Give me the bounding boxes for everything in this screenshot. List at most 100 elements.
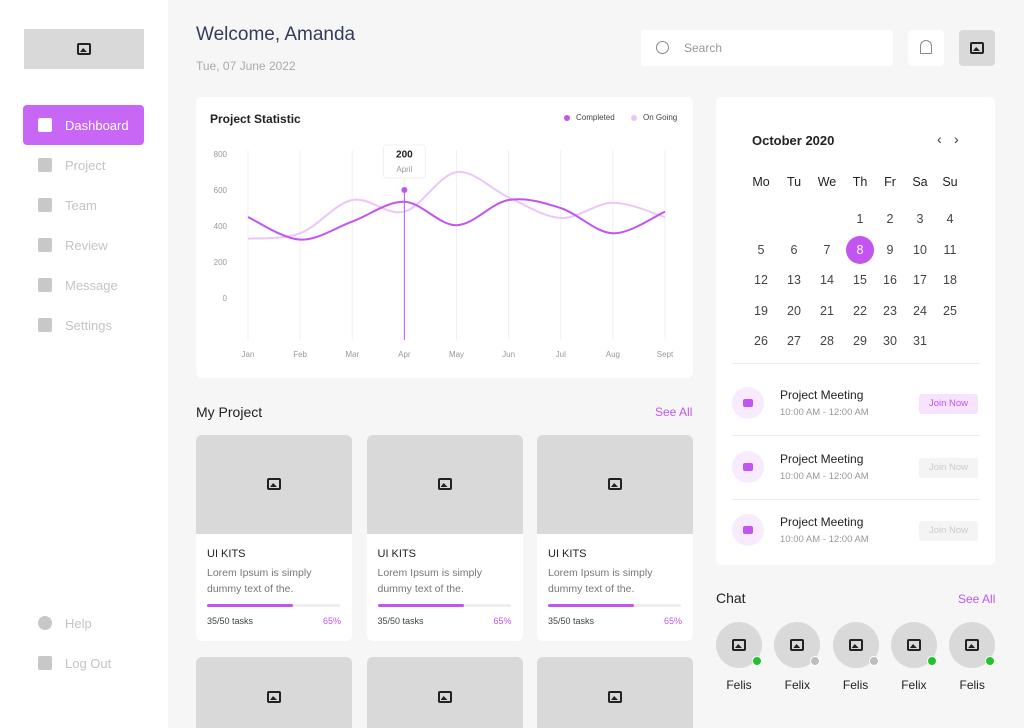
project-percent: 65% xyxy=(493,616,512,626)
nav-label: Help xyxy=(65,616,92,631)
calendar-card: October 2020 ‹ › Mo Tu We Th Fr Sa Su 1 2 3 4 5 6 7 8 9… xyxy=(716,97,995,565)
calendar-day[interactable]: 16 xyxy=(883,273,897,287)
project-card[interactable]: UI KITS Lorem Ipsum is simply dummy text … xyxy=(537,435,693,641)
calendar-day[interactable]: 22 xyxy=(853,303,867,318)
calendar-day[interactable]: 25 xyxy=(943,303,957,318)
chat-name: Felis xyxy=(842,678,869,692)
nav-item[interactable]: Review xyxy=(23,225,144,265)
calendar-day[interactable]: 18 xyxy=(943,273,957,287)
nav-item[interactable]: Help xyxy=(23,603,144,643)
legend-marker xyxy=(564,115,570,121)
project-card[interactable] xyxy=(196,657,352,728)
tooltip-box xyxy=(382,144,426,179)
nav-icon xyxy=(38,158,52,172)
welcome-title: Welcome, Amanda xyxy=(196,24,356,45)
calendar-day[interactable]: 11 xyxy=(943,242,957,257)
bell-icon xyxy=(920,40,932,54)
meeting-title: Project Meeting xyxy=(780,515,864,529)
x-tick-label: Mar xyxy=(345,350,359,359)
logo xyxy=(24,29,144,69)
next-month[interactable]: › xyxy=(954,131,959,147)
legend-label: On Going xyxy=(643,113,677,122)
calendar-day[interactable]: 23 xyxy=(883,303,897,318)
project-card[interactable]: UI KITS Lorem Ipsum is simply dummy text … xyxy=(366,435,523,641)
nav-item[interactable]: Project xyxy=(23,145,144,185)
calendar-day[interactable]: 7 xyxy=(823,242,831,257)
calendar-day[interactable]: 28 xyxy=(820,334,834,348)
prev-month[interactable]: ‹ xyxy=(937,131,942,147)
project-card[interactable] xyxy=(366,657,523,728)
calendar-day[interactable]: 8 xyxy=(856,242,864,257)
calendar-day[interactable]: 30 xyxy=(883,334,897,348)
project-text: Lorem Ipsum is simply dummy text of the. xyxy=(548,567,653,595)
legend-marker xyxy=(631,115,637,121)
nav-item[interactable]: Team xyxy=(23,185,144,225)
progress-bar xyxy=(207,604,294,607)
project-percent: 65% xyxy=(663,616,682,626)
nav-label: Dashboard xyxy=(65,118,129,133)
join-button[interactable]: Join Now xyxy=(919,521,978,541)
nav-icon xyxy=(38,616,52,630)
status-dot xyxy=(810,656,821,666)
calendar-day[interactable]: 20 xyxy=(787,303,801,318)
calendar-day[interactable]: 1 xyxy=(856,212,864,226)
nav-item[interactable]: Dashboard xyxy=(23,105,144,145)
x-tick-label: Jan xyxy=(242,350,255,359)
nav-icon xyxy=(38,118,52,132)
calendar-day[interactable]: 5 xyxy=(757,242,765,257)
video-icon xyxy=(743,399,753,407)
nav-icon xyxy=(38,278,52,292)
line-series xyxy=(247,171,666,240)
calendar-day[interactable]: 2 xyxy=(886,212,894,226)
nav-item[interactable]: Message xyxy=(23,265,144,305)
divider xyxy=(732,498,980,500)
join-button[interactable]: Join Now xyxy=(919,457,978,478)
calendar-day[interactable]: 15 xyxy=(853,273,867,287)
project-title: UI KITS xyxy=(207,548,246,560)
chart-title: Project Statistic xyxy=(210,112,301,126)
project-image xyxy=(366,435,523,534)
calendar-day[interactable]: 14 xyxy=(820,273,834,287)
nav-label: Message xyxy=(65,278,118,293)
progress-bar xyxy=(548,604,635,607)
notification-button[interactable] xyxy=(908,30,944,66)
nav-label: Settings xyxy=(65,318,112,333)
search-box[interactable]: Search xyxy=(641,30,893,66)
weekday-label: Su xyxy=(942,175,958,189)
weekday-label: Tu xyxy=(786,175,802,189)
project-card[interactable]: UI KITS Lorem Ipsum is simply dummy text … xyxy=(196,435,352,641)
weekday-label: Fr xyxy=(884,175,896,189)
x-tick-label: Aug xyxy=(606,350,620,359)
calendar-day[interactable]: 26 xyxy=(754,334,768,348)
calendar-day[interactable]: 17 xyxy=(913,273,927,287)
calendar-day[interactable]: 10 xyxy=(913,242,927,257)
chat-name: Felix xyxy=(784,678,810,692)
calendar-day[interactable]: 21 xyxy=(820,303,834,318)
calendar-day[interactable]: 13 xyxy=(787,273,801,287)
calendar-day[interactable]: 29 xyxy=(853,334,867,348)
x-tick-label: Sept xyxy=(657,350,674,359)
nav-label: Project xyxy=(65,158,106,173)
x-tick-label: Jun xyxy=(502,350,515,359)
calendar-day[interactable]: 19 xyxy=(754,303,768,318)
avatar[interactable] xyxy=(959,30,995,66)
calendar-day[interactable]: 4 xyxy=(946,212,954,226)
y-tick-label: 400 xyxy=(214,222,228,231)
project-card[interactable] xyxy=(537,657,693,728)
join-button[interactable]: Join Now xyxy=(919,394,978,414)
nav-item[interactable]: Settings xyxy=(23,305,144,345)
project-text: Lorem Ipsum is simply dummy text of the. xyxy=(207,567,312,595)
calendar-day[interactable]: 31 xyxy=(913,334,927,348)
calendar-day[interactable]: 3 xyxy=(916,212,924,226)
nav-item[interactable]: Log Out xyxy=(23,643,144,683)
calendar-day[interactable]: 24 xyxy=(913,303,927,318)
calendar-day[interactable]: 27 xyxy=(787,334,801,348)
chat-name: Felis xyxy=(959,678,985,692)
calendar-day[interactable]: 6 xyxy=(790,242,798,257)
calendar-day[interactable]: 12 xyxy=(754,273,768,287)
calendar-day[interactable]: 9 xyxy=(886,242,894,257)
project-title: UI KITS xyxy=(377,548,417,560)
chat-see-all[interactable]: See All xyxy=(958,592,996,606)
see-all-link[interactable]: See All xyxy=(655,405,693,419)
meeting-title: Project Meeting xyxy=(780,388,864,402)
